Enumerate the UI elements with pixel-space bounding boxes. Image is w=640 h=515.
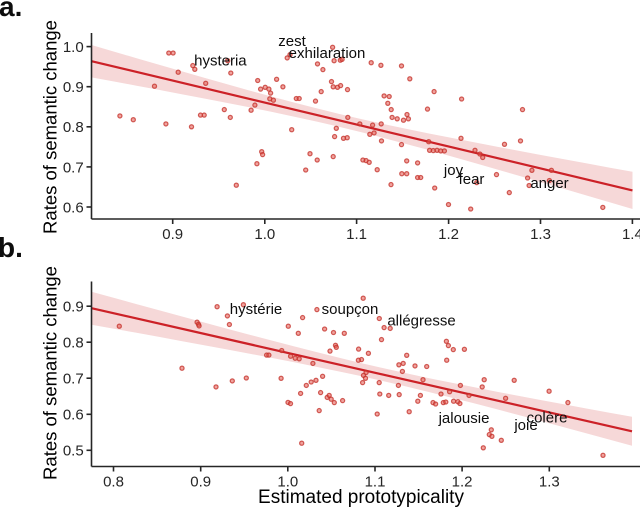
svg-text:colère: colère — [527, 409, 568, 426]
svg-text:1.4: 1.4 — [622, 226, 640, 243]
svg-text:0.5: 0.5 — [63, 443, 84, 460]
svg-text:joie: joie — [513, 417, 537, 434]
svg-text:Rates of semantic change: Rates of semantic change — [40, 20, 61, 234]
svg-text:joy: joy — [443, 162, 464, 179]
svg-text:allégresse: allégresse — [387, 313, 455, 330]
svg-text:anger: anger — [530, 175, 568, 192]
svg-text:0.8: 0.8 — [103, 474, 124, 491]
svg-text:1.0: 1.0 — [254, 226, 275, 243]
svg-text:hystérie: hystérie — [230, 301, 283, 318]
svg-text:hysteria: hysteria — [194, 53, 247, 70]
svg-text:Estimated prototypicality: Estimated prototypicality — [258, 487, 464, 508]
svg-text:soupçon: soupçon — [322, 301, 379, 318]
svg-text:1.3: 1.3 — [530, 226, 551, 243]
svg-text:0.9: 0.9 — [63, 299, 84, 316]
svg-text:fear: fear — [459, 171, 485, 188]
svg-text:Rates of semantic change: Rates of semantic change — [40, 266, 61, 480]
svg-text:0.8: 0.8 — [63, 335, 84, 352]
svg-text:0.8: 0.8 — [63, 119, 84, 136]
svg-text:1.1: 1.1 — [365, 474, 386, 491]
svg-text:0.6: 0.6 — [63, 407, 84, 424]
svg-text:jalousie: jalousie — [438, 410, 490, 427]
svg-text:zest: zest — [278, 33, 306, 50]
svg-text:0.9: 0.9 — [162, 226, 183, 243]
svg-text:1.1: 1.1 — [346, 226, 367, 243]
svg-text:exhilaration: exhilaration — [289, 45, 366, 62]
svg-text:1.3: 1.3 — [539, 474, 560, 491]
svg-text:0.6: 0.6 — [63, 199, 84, 216]
svg-text:a.: a. — [0, 0, 22, 22]
svg-text:0.7: 0.7 — [63, 371, 84, 388]
svg-text:0.9: 0.9 — [63, 79, 84, 96]
svg-text:0.9: 0.9 — [190, 474, 211, 491]
svg-text:b.: b. — [0, 232, 23, 263]
svg-text:1.0: 1.0 — [277, 474, 298, 491]
svg-text:1.2: 1.2 — [438, 226, 459, 243]
svg-text:1.2: 1.2 — [452, 474, 473, 491]
svg-text:0.7: 0.7 — [63, 159, 84, 176]
svg-text:1.0: 1.0 — [63, 39, 84, 56]
